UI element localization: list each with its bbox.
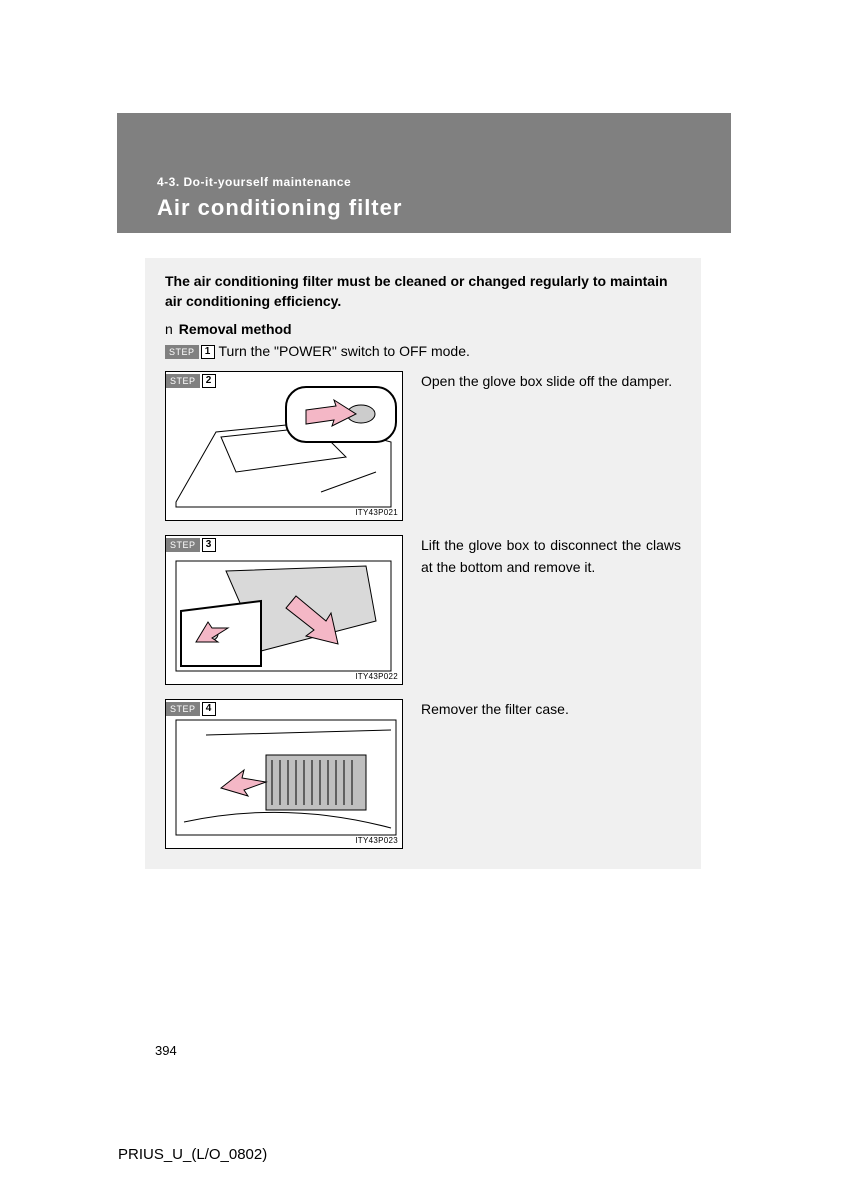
step-1-text: Turn the "POWER" switch to OFF mode. [219,343,470,359]
content-box: The air conditioning filter must be clea… [145,258,701,869]
step-2-figure: STEP2 ITY43P021 [165,371,403,521]
step-4-text: Remover the filter case. [421,699,681,721]
figure-id: ITY43P023 [355,836,398,845]
glovebox-damper-illustration [166,372,402,520]
step-3-text: Lift the glove box to disconnect the cla… [421,535,681,578]
step-4-figure: STEP4 [165,699,403,849]
step-3-figure: STEP3 ITY43P022 [165,535,403,685]
figure-id: ITY43P022 [355,672,398,681]
step-2: STEP2 ITY43P021 Open the glove box slide… [165,371,681,521]
subhead-text: Removal method [179,321,292,337]
subhead-marker: n [165,321,173,337]
step-4: STEP4 [165,699,681,849]
filter-case-illustration [166,700,402,848]
section-number: 4-3. Do-it-yourself maintenance [157,175,351,189]
step-badge: STEP [165,345,199,359]
doc-id: PRIUS_U_(L/O_0802) [118,1146,267,1163]
section-title: Air conditioning filter [157,195,402,221]
intro-text: The air conditioning filter must be clea… [165,272,681,311]
page-number: 394 [155,1043,177,1058]
subhead: n Removal method [165,321,681,337]
step-3: STEP3 ITY43P022 Lift the glove box to di… [165,535,681,685]
figure-id: ITY43P021 [355,508,398,517]
step-1: STEP1 Turn the "POWER" switch to OFF mode… [165,343,681,359]
glovebox-lift-illustration [166,536,402,684]
arrow-icon [221,770,266,796]
step-2-text: Open the glove box slide off the damper. [421,371,681,393]
step-number: 1 [201,345,215,359]
